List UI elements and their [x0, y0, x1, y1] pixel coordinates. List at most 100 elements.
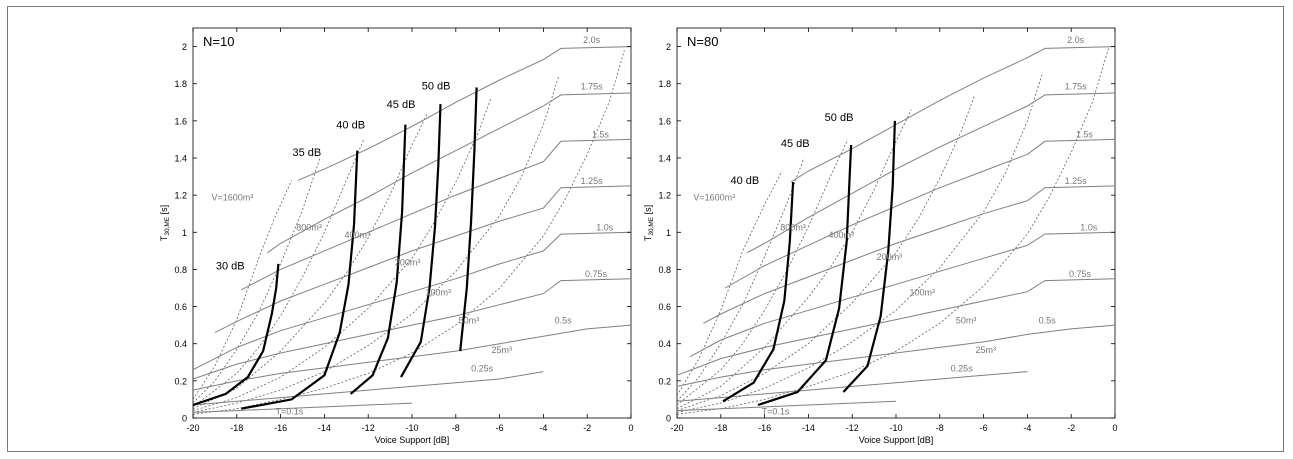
y-tick-label: 1.6 — [174, 116, 187, 126]
reverb-time-curve — [214, 185, 632, 334]
reverb-time-label: T=0.1s — [762, 406, 790, 416]
reverb-time-curve — [192, 278, 632, 380]
reverb-time-curve — [746, 92, 1116, 254]
x-tick-label: -8 — [452, 423, 460, 433]
y-tick-label: 1 — [666, 228, 671, 238]
reverb-time-label: 1.0s — [596, 222, 614, 232]
x-tick-label: -2 — [1067, 423, 1075, 433]
y-tick-label: 0.8 — [174, 265, 187, 275]
y-tick-label: 0 — [182, 414, 187, 424]
x-tick-label: -16 — [758, 423, 771, 433]
volume-label: 200m³ — [395, 258, 421, 268]
snr-curve — [842, 120, 896, 393]
snr-label: 50 dB — [825, 112, 854, 124]
reverb-time-label: 1.5s — [1076, 130, 1094, 140]
y-tick-label: 1.8 — [174, 79, 187, 89]
y-tick-label: 0.6 — [658, 302, 671, 312]
x-tick-label: 0 — [628, 423, 633, 433]
reverb-time-label: 0.75s — [1069, 269, 1092, 279]
reverb-time-label: 1.75s — [1065, 81, 1088, 91]
reverb-time-curve — [790, 46, 1116, 183]
y-axis-label-main: T — [643, 235, 653, 241]
x-tick-label: 0 — [1112, 423, 1117, 433]
snr-label: 45 dB — [781, 138, 810, 150]
volume-label: 100m³ — [910, 287, 936, 297]
snr-curve — [349, 124, 407, 395]
volume-label: 25m³ — [976, 345, 997, 355]
snr-label: 50 dB — [422, 80, 451, 92]
reverb-time-curve — [689, 231, 1116, 358]
reverb-time-label: 0.5s — [1039, 315, 1057, 325]
snr-curve — [757, 144, 853, 407]
x-tick-label: -6 — [980, 423, 988, 433]
y-axis-label-main: T — [159, 235, 169, 241]
volume-curve — [676, 157, 805, 402]
y-tick-label: 1.6 — [658, 116, 671, 126]
snr-curve — [722, 182, 795, 403]
y-tick-label: 1.8 — [658, 79, 671, 89]
y-axis-label-unit: [s] — [643, 205, 653, 217]
y-tick-label: 1.4 — [174, 154, 187, 164]
volume-curve — [676, 48, 1109, 415]
y-axis-label: T30,ME [s] — [643, 205, 655, 241]
reverb-time-curve — [267, 92, 632, 254]
y-axis-label-sub: 30,ME — [164, 216, 171, 235]
y-axis-label-unit: [s] — [159, 205, 169, 217]
x-tick-label: -2 — [583, 423, 591, 433]
snr-curve — [192, 263, 280, 407]
reverb-time-label: 0.75s — [585, 269, 608, 279]
x-tick-label: -20 — [186, 423, 199, 433]
x-tick-label: -16 — [274, 423, 287, 433]
volume-label: 400m³ — [828, 230, 854, 240]
plot-area — [676, 27, 1116, 419]
y-tick-label: 0.4 — [658, 339, 671, 349]
reverb-time-label: 1.0s — [1080, 222, 1098, 232]
chart-panel-2: -20 -18 -16 -14 -12 -10 -8 -6 -4 -2 000.20.40.60.8… — [643, 27, 1118, 445]
volume-label: 200m³ — [877, 252, 903, 262]
x-tick-label: -12 — [362, 423, 375, 433]
y-axis-label: T30,ME [s] — [159, 205, 171, 241]
y-tick-label: 0.2 — [658, 376, 671, 386]
reverb-time-curve — [192, 371, 544, 406]
reverb-time-curve — [676, 278, 1116, 376]
reverb-time-label: 1.25s — [581, 176, 604, 186]
reverb-time-label: 1.25s — [1065, 176, 1088, 186]
volume-label: 50m³ — [459, 315, 480, 325]
reverb-time-label: 0.5s — [555, 315, 573, 325]
x-axis-label: Voice Support [dB] — [375, 435, 450, 445]
reverb-time-curve — [703, 185, 1116, 324]
panel-label: N=10 — [203, 34, 234, 49]
snr-label: 35 dB — [293, 147, 322, 159]
y-tick-label: 1.2 — [174, 191, 187, 201]
x-tick-label: -12 — [846, 423, 859, 433]
reverb-time-curve — [676, 400, 897, 412]
y-tick-label: 0.8 — [658, 265, 671, 275]
snr-label: 40 dB — [336, 119, 365, 131]
volume-label: 800m³ — [296, 222, 322, 232]
volume-curve — [676, 109, 912, 410]
x-tick-label: -6 — [496, 423, 504, 433]
y-tick-label: 2 — [182, 42, 187, 52]
volume-label: 100m³ — [426, 287, 452, 297]
volume-label: V=1600m³ — [212, 193, 254, 203]
reverb-time-curve — [676, 324, 1116, 387]
x-tick-label: -14 — [802, 423, 815, 433]
x-tick-label: -14 — [318, 423, 331, 433]
x-tick-label: -4 — [1023, 423, 1031, 433]
y-tick-label: 0.4 — [174, 339, 187, 349]
x-tick-label: -18 — [714, 423, 727, 433]
volume-label: V=1600m³ — [693, 193, 735, 203]
x-tick-label: -8 — [936, 423, 944, 433]
volume-curve — [192, 180, 292, 400]
figure-frame — [7, 6, 1284, 452]
x-tick-label: -4 — [539, 423, 547, 433]
volume-label: 800m³ — [780, 222, 806, 232]
volume-label: 50m³ — [956, 315, 977, 325]
reverb-time-label: 1.5s — [592, 130, 610, 140]
volume-curve — [192, 50, 625, 415]
volume-label: 400m³ — [344, 230, 370, 240]
reverb-time-curve — [297, 46, 632, 181]
x-tick-label: -18 — [230, 423, 243, 433]
reverb-time-label: 0.25s — [471, 364, 494, 374]
